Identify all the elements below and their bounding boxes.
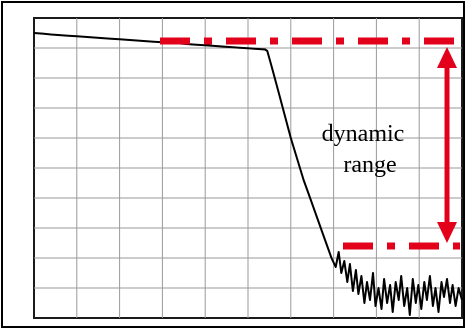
grid: [34, 18, 462, 318]
annotation-line-1: dynamic: [322, 121, 405, 147]
spectrum-trace: [33, 32, 463, 316]
annotation-line-2: range: [343, 152, 396, 178]
dynamic-range-arrow: [437, 47, 457, 243]
